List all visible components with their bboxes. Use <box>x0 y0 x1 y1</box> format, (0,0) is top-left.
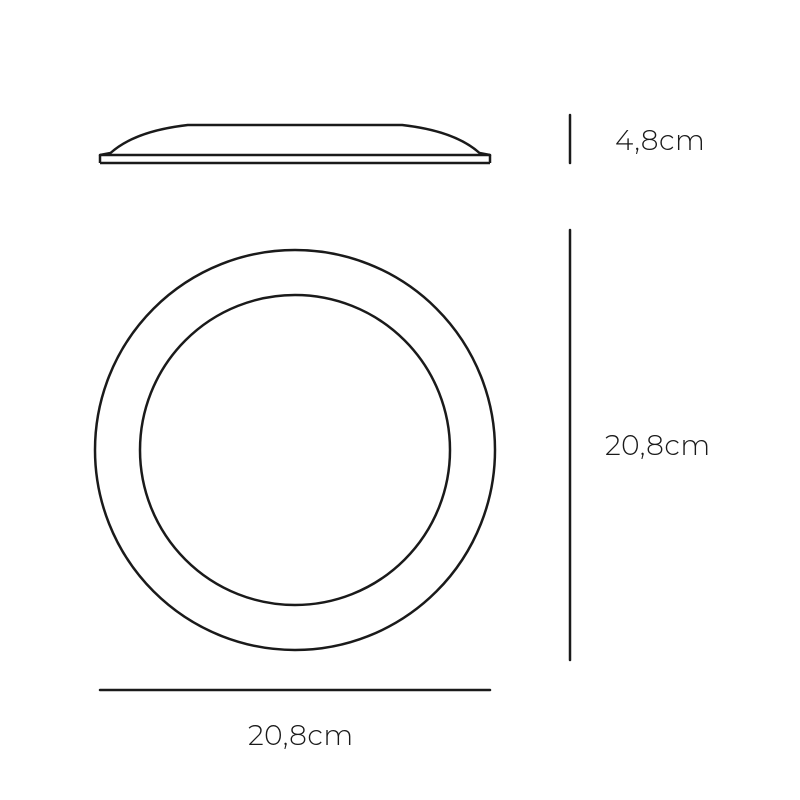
dimension-diagram: 4,8cm 20,8cm 20,8cm <box>0 0 800 800</box>
height-label: 4,8cm <box>615 124 705 158</box>
diameter-vertical-label: 20,8cm <box>605 429 711 463</box>
diameter-horizontal-label: 20,8cm <box>248 719 354 753</box>
side-view <box>100 125 490 163</box>
top-view <box>95 250 495 650</box>
dimension-lines <box>100 115 570 690</box>
